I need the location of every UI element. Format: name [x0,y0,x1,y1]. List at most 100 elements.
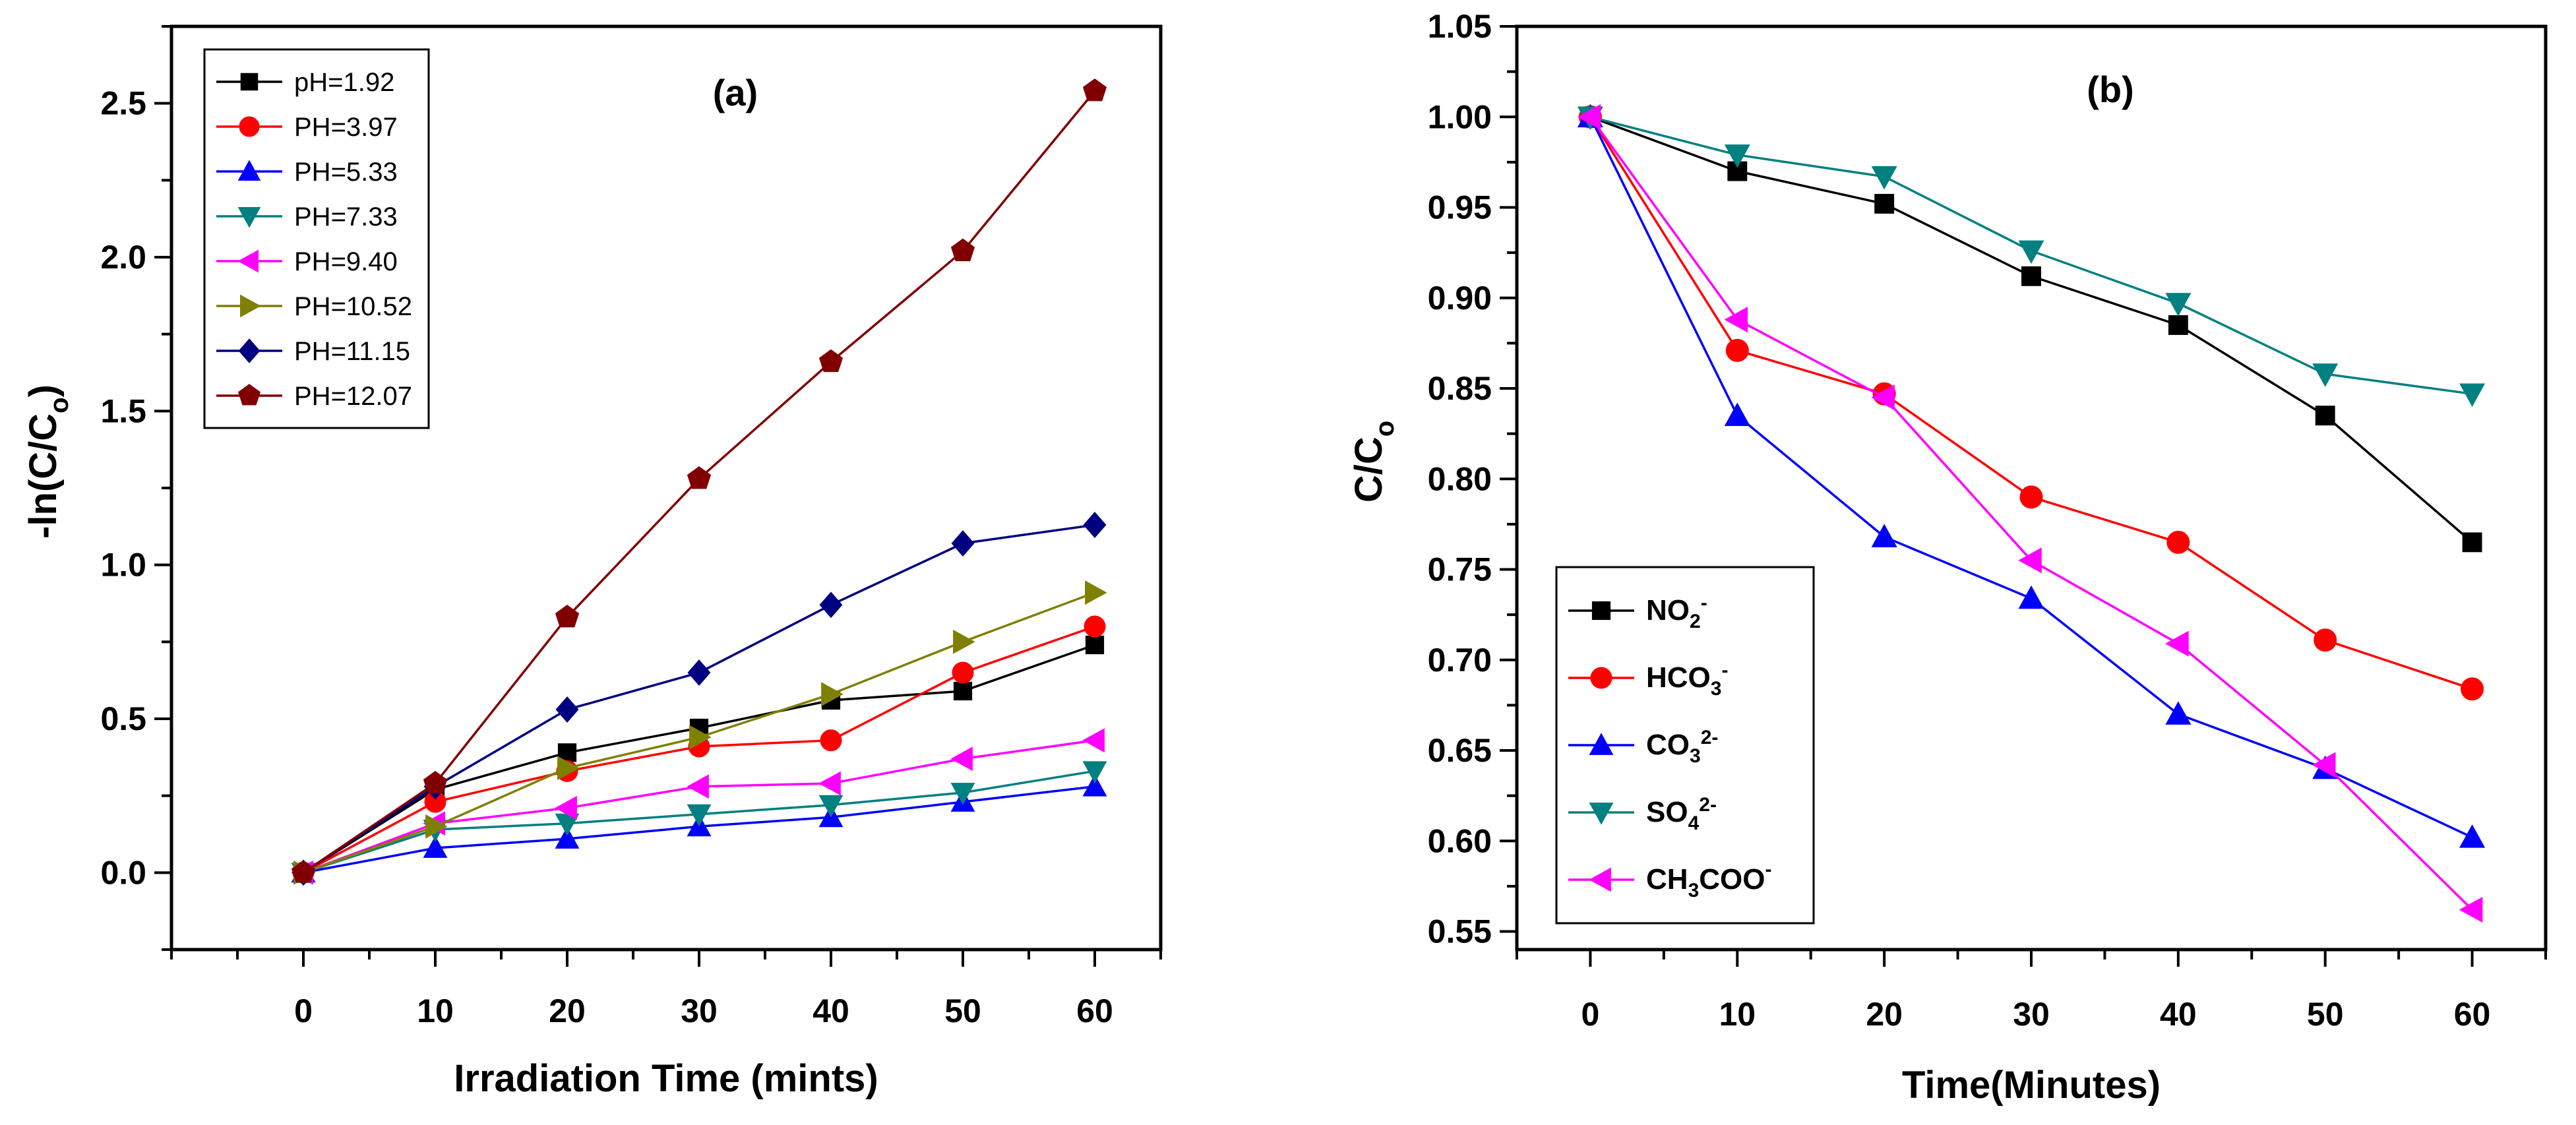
y-tick-label: 0.0 [100,854,146,891]
panel-label: (b) [2087,69,2134,110]
legend-label: PH=12.07 [294,382,412,411]
data-point [1871,166,1897,190]
data-point [555,826,580,849]
legend-marker [240,294,261,318]
series-1 [292,615,1106,884]
chart-panel-a: 0 10 20 30 40 50 60 0.0 0.5 1.0 1.5 2.0 2.5 Irradiati… [22,24,1163,1100]
data-point [2021,266,2041,286]
data-point [2462,532,2482,553]
data-point [2459,383,2486,408]
legend-label: PH=10.52 [294,292,412,321]
legend: NO2- HCO3- CO32- SO42- CH3COO- [1555,566,1815,925]
series-3 [1577,106,2486,408]
legend-label: CO32- [1646,727,1718,767]
data-point [2461,677,2484,701]
data-point [2018,585,2044,609]
data-point [423,836,448,858]
legend-label: pH=1.92 [294,68,394,97]
data-point [953,629,975,654]
y-tick-label: 1.5 [100,392,146,429]
y-axis-title: C/Co [1347,421,1399,502]
legend-marker [1590,667,1612,689]
data-point [2019,485,2043,509]
x-tick-label: 50 [944,992,981,1029]
x-tick-label: 40 [813,992,849,1029]
data-point [1724,144,1750,168]
data-point [2459,897,2483,923]
series-7 [291,78,1107,883]
x-tick-label: 0 [294,992,313,1029]
data-point [1082,761,1107,783]
legend-box [203,48,430,429]
data-point [818,349,843,373]
data-point [1724,402,1750,426]
data-point [687,466,712,489]
legend-marker [1589,733,1614,755]
data-point [1871,524,1897,547]
data-point [950,783,975,805]
legend: pH=1.92 PH=3.97 PH=5.33 PH=7.33 PH=9.40 PH=10… [203,48,430,429]
x-tick-label: 10 [1719,996,1756,1033]
data-point [1085,635,1105,655]
data-point [555,696,579,723]
x-tick-label: 40 [2160,996,2197,1033]
data-point [555,604,580,628]
legend-marker [238,338,261,363]
legend-label: PH=5.33 [294,158,398,187]
data-point [951,530,975,557]
x-tick-label: 20 [549,992,586,1029]
y-tick-label: 0.55 [1428,913,1492,950]
data-point [1725,338,1749,362]
legend-label: PH=9.40 [294,247,398,276]
legend-label: PH=3.97 [294,113,398,142]
legend-marker [1589,803,1614,825]
y-tick-label: 0.95 [1428,189,1492,226]
y-tick-label: 2.5 [100,85,146,122]
data-point [2315,406,2335,426]
data-point [950,746,973,772]
data-point [291,860,316,883]
panel-label: (a) [713,72,758,113]
data-point [687,659,711,686]
data-point [1082,78,1107,102]
data-point [953,681,973,701]
legend-marker [237,249,259,273]
chart-panel-b: 0 10 20 30 40 50 60 0.55 0.60 0.65 0.70 0.75 0.80 0.8… [1347,8,2548,1107]
data-point [2314,628,2337,652]
y-tick-label: 1.00 [1428,98,1492,135]
y-tick-label: 2.0 [100,239,146,276]
y-axis-title: -ln(C/Co) [22,384,74,539]
x-tick-label: 20 [1866,996,1903,1033]
data-point [1083,512,1107,538]
y-tick-label: 0.5 [100,700,146,737]
data-point [555,795,577,820]
y-tick-label: 0.60 [1428,822,1492,859]
x-tick-label: 50 [2307,996,2344,1033]
data-point [821,682,843,707]
y-tick-label: 0.75 [1428,551,1492,588]
data-point [1082,774,1107,797]
data-point [2166,530,2190,554]
data-point [2165,701,2192,725]
series-5 [293,580,1107,885]
y-tick-label: 1.05 [1428,8,1492,45]
x-axis-title: Time(Minutes) [1902,1064,2161,1107]
data-point [1874,194,1895,214]
data-point [950,238,975,262]
data-point [2168,315,2188,335]
series-line [1589,115,2473,543]
data-point [818,771,841,796]
x-tick-label: 60 [2454,996,2491,1033]
y-tick-label: 0.90 [1428,280,1492,317]
data-point [1085,580,1107,605]
legend-label: PH=7.33 [294,202,398,231]
legend-label: PH=11.15 [294,337,410,366]
legend-marker [1591,601,1611,621]
x-axis-title: Irradiation Time (mints) [454,1057,878,1100]
data-point [425,814,448,839]
data-point [819,592,843,619]
legend-label: CH3COO- [1646,859,1771,901]
data-point [689,725,712,750]
x-tick-label: 30 [681,992,718,1029]
